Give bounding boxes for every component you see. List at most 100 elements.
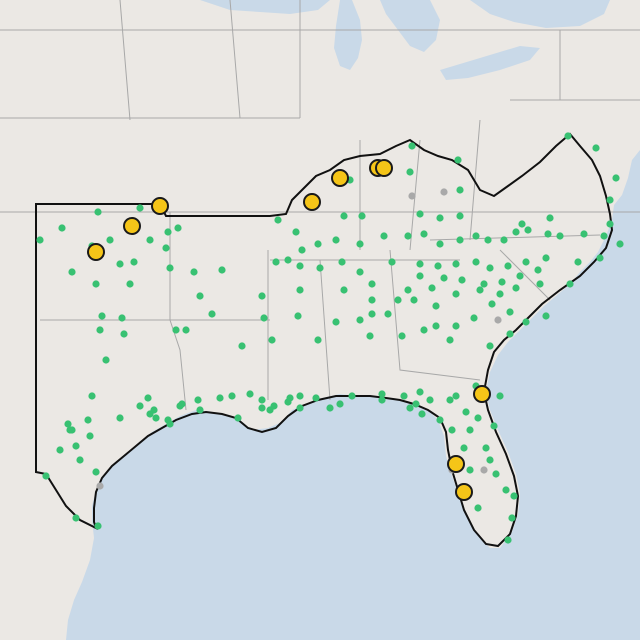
- green-marker[interactable]: [518, 220, 526, 228]
- green-marker[interactable]: [516, 272, 524, 280]
- green-marker[interactable]: [580, 230, 588, 238]
- gold-marker[interactable]: [455, 483, 473, 501]
- green-marker[interactable]: [522, 258, 530, 266]
- green-marker[interactable]: [566, 280, 574, 288]
- green-marker[interactable]: [418, 410, 426, 418]
- green-marker[interactable]: [178, 400, 186, 408]
- green-marker[interactable]: [216, 394, 224, 402]
- green-marker[interactable]: [292, 228, 300, 236]
- green-marker[interactable]: [466, 466, 474, 474]
- green-marker[interactable]: [296, 262, 304, 270]
- green-marker[interactable]: [458, 276, 466, 284]
- green-marker[interactable]: [144, 394, 152, 402]
- green-marker[interactable]: [196, 292, 204, 300]
- green-marker[interactable]: [88, 392, 96, 400]
- green-marker[interactable]: [452, 322, 460, 330]
- green-marker[interactable]: [378, 396, 386, 404]
- green-marker[interactable]: [326, 404, 334, 412]
- green-marker[interactable]: [92, 468, 100, 476]
- green-marker[interactable]: [470, 314, 478, 322]
- green-marker[interactable]: [416, 260, 424, 268]
- green-marker[interactable]: [544, 230, 552, 238]
- gray-marker[interactable]: [440, 188, 448, 196]
- green-marker[interactable]: [612, 174, 620, 182]
- green-marker[interactable]: [296, 404, 304, 412]
- green-marker[interactable]: [616, 240, 624, 248]
- green-marker[interactable]: [592, 144, 600, 152]
- green-marker[interactable]: [456, 236, 464, 244]
- green-marker[interactable]: [258, 404, 266, 412]
- green-marker[interactable]: [408, 142, 416, 150]
- green-marker[interactable]: [356, 240, 364, 248]
- green-marker[interactable]: [406, 404, 414, 412]
- green-marker[interactable]: [436, 214, 444, 222]
- green-marker[interactable]: [448, 426, 456, 434]
- green-marker[interactable]: [404, 286, 412, 294]
- green-marker[interactable]: [522, 318, 530, 326]
- green-marker[interactable]: [172, 326, 180, 334]
- gray-marker[interactable]: [96, 482, 104, 490]
- green-marker[interactable]: [600, 232, 608, 240]
- green-marker[interactable]: [356, 316, 364, 324]
- green-marker[interactable]: [508, 514, 516, 522]
- green-marker[interactable]: [296, 392, 304, 400]
- green-marker[interactable]: [96, 326, 104, 334]
- green-marker[interactable]: [486, 342, 494, 350]
- green-marker[interactable]: [152, 414, 160, 422]
- green-marker[interactable]: [366, 332, 374, 340]
- green-marker[interactable]: [272, 258, 280, 266]
- green-marker[interactable]: [512, 284, 520, 292]
- green-marker[interactable]: [482, 444, 490, 452]
- green-marker[interactable]: [136, 402, 144, 410]
- green-marker[interactable]: [416, 388, 424, 396]
- green-marker[interactable]: [460, 444, 468, 452]
- green-marker[interactable]: [258, 292, 266, 300]
- green-marker[interactable]: [94, 208, 102, 216]
- green-marker[interactable]: [496, 392, 504, 400]
- green-marker[interactable]: [56, 446, 64, 454]
- green-marker[interactable]: [118, 314, 126, 322]
- green-marker[interactable]: [136, 204, 144, 212]
- green-marker[interactable]: [490, 422, 498, 430]
- green-marker[interactable]: [274, 216, 282, 224]
- green-marker[interactable]: [298, 246, 306, 254]
- green-marker[interactable]: [36, 236, 44, 244]
- green-marker[interactable]: [332, 318, 340, 326]
- green-marker[interactable]: [380, 232, 388, 240]
- green-marker[interactable]: [452, 290, 460, 298]
- green-marker[interactable]: [196, 406, 204, 414]
- green-marker[interactable]: [398, 332, 406, 340]
- green-marker[interactable]: [480, 280, 488, 288]
- green-marker[interactable]: [428, 284, 436, 292]
- green-marker[interactable]: [486, 264, 494, 272]
- green-marker[interactable]: [76, 456, 84, 464]
- green-marker[interactable]: [268, 336, 276, 344]
- green-marker[interactable]: [394, 296, 402, 304]
- green-marker[interactable]: [296, 286, 304, 294]
- green-marker[interactable]: [246, 390, 254, 398]
- green-marker[interactable]: [284, 256, 292, 264]
- green-marker[interactable]: [476, 286, 484, 294]
- green-marker[interactable]: [284, 398, 292, 406]
- gold-marker[interactable]: [87, 243, 105, 261]
- green-marker[interactable]: [436, 240, 444, 248]
- green-marker[interactable]: [340, 212, 348, 220]
- green-marker[interactable]: [358, 212, 366, 220]
- green-marker[interactable]: [574, 258, 582, 266]
- green-marker[interactable]: [378, 390, 386, 398]
- green-marker[interactable]: [116, 414, 124, 422]
- green-marker[interactable]: [312, 394, 320, 402]
- green-marker[interactable]: [426, 396, 434, 404]
- green-marker[interactable]: [472, 232, 480, 240]
- green-marker[interactable]: [440, 274, 448, 282]
- green-marker[interactable]: [492, 470, 500, 478]
- green-marker[interactable]: [504, 262, 512, 270]
- green-marker[interactable]: [106, 236, 114, 244]
- green-marker[interactable]: [368, 296, 376, 304]
- green-marker[interactable]: [64, 420, 72, 428]
- green-marker[interactable]: [412, 400, 420, 408]
- gold-marker[interactable]: [151, 197, 169, 215]
- gray-marker[interactable]: [408, 192, 416, 200]
- green-marker[interactable]: [606, 196, 614, 204]
